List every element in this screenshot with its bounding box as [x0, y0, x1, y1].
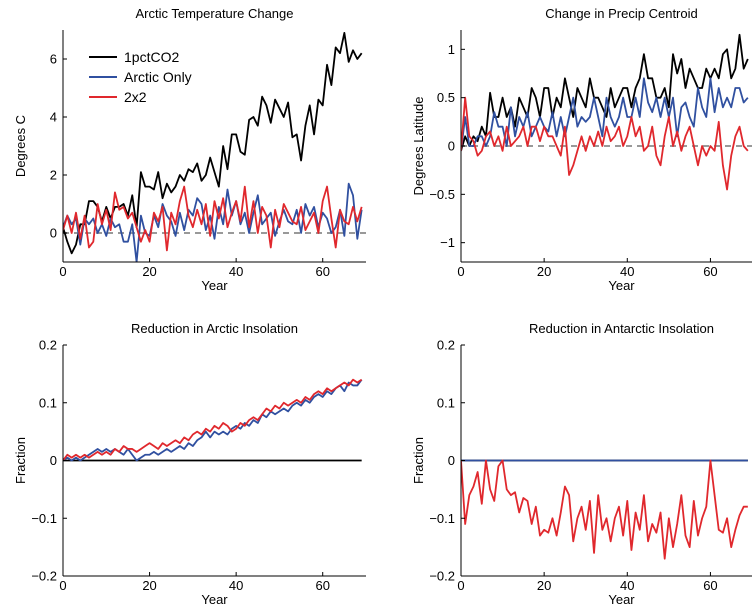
chart-precip-centroid: 0 20 40 60 −1 −0.5 0 0.5 1 Change in Precip Centr… — [411, 6, 752, 293]
x-tick-label: 0 — [59, 578, 66, 593]
x-tick-label: 60 — [315, 264, 329, 279]
y-tick-label: 4 — [50, 110, 57, 125]
legend-entry-2x2: 2x2 — [124, 89, 147, 105]
x-tick-label: 40 — [620, 578, 634, 593]
y-tick-label: 2 — [50, 168, 57, 183]
y-tick-label: 0.2 — [437, 338, 455, 353]
y-axis-label: Fraction — [13, 437, 28, 484]
x-tick-label: 40 — [229, 264, 243, 279]
legend-entry-arctic-only: Arctic Only — [124, 69, 192, 85]
y-axis-label: Fraction — [411, 437, 426, 484]
chart-arctic-insolation: 0 20 40 60 −0.2 −0.1 0 0.1 0.2 Reduction in Arcti… — [13, 321, 366, 607]
y-tick-label: 0 — [50, 453, 57, 468]
series-line-series-3 — [63, 378, 363, 462]
series-line-series-3 — [461, 96, 749, 191]
series-line-2x2 — [63, 185, 363, 252]
y-tick-label: 0.1 — [437, 395, 455, 410]
y-axis-label: Degrees C — [13, 115, 28, 177]
x-tick-label: 0 — [59, 264, 66, 279]
chart-antarctic-insolation: 0 20 40 60 −0.2 −0.1 0 0.1 0.2 Reduction in Antar… — [411, 321, 752, 607]
y-tick-label: −0.1 — [429, 511, 455, 526]
y-tick-label: 6 — [50, 52, 57, 67]
x-tick-label: 40 — [620, 264, 634, 279]
y-tick-label: 0.2 — [39, 338, 57, 353]
x-axis-label: Year — [201, 592, 228, 607]
x-tick-label: 60 — [703, 578, 717, 593]
x-tick-label: 60 — [703, 264, 717, 279]
series-line-series-3 — [461, 459, 748, 560]
legend: 1pctCO2 Arctic Only 2x2 — [89, 49, 192, 105]
x-axis-label: Year — [608, 278, 635, 293]
y-tick-label: −0.5 — [429, 187, 455, 202]
x-tick-label: 0 — [457, 264, 464, 279]
y-tick-label: 0 — [448, 139, 455, 154]
x-axis-label: Year — [608, 592, 635, 607]
y-tick-label: −0.2 — [31, 569, 57, 584]
x-tick-label: 20 — [537, 578, 551, 593]
chart-title: Change in Precip Centroid — [545, 6, 697, 21]
series-line-arctic-only — [63, 182, 363, 262]
y-tick-label: −1 — [440, 235, 455, 250]
x-tick-label: 20 — [142, 264, 156, 279]
chart-title: Arctic Temperature Change — [135, 6, 293, 21]
y-tick-label: 0.5 — [437, 90, 455, 105]
legend-entry-1pctco2: 1pctCO2 — [124, 49, 179, 65]
y-tick-label: −0.1 — [31, 511, 57, 526]
y-tick-label: 0 — [50, 226, 57, 241]
chart-title: Reduction in Antarctic Insolation — [529, 321, 714, 336]
x-axis-label: Year — [201, 278, 228, 293]
series-line-series-2 — [461, 77, 749, 151]
y-tick-label: 0 — [448, 453, 455, 468]
chart-arctic-temperature: 0 20 40 60 0 2 4 6 Arctic Temperature Change Year… — [13, 6, 366, 293]
x-tick-label: 20 — [142, 578, 156, 593]
y-tick-label: −0.2 — [429, 569, 455, 584]
x-tick-label: 60 — [315, 578, 329, 593]
x-tick-label: 0 — [457, 578, 464, 593]
y-tick-label: 1 — [448, 42, 455, 57]
chart-title: Reduction in Arctic Insolation — [131, 321, 298, 336]
x-tick-label: 20 — [537, 264, 551, 279]
y-axis-label: Degrees Latitude — [411, 96, 426, 195]
x-tick-label: 40 — [229, 578, 243, 593]
y-tick-label: 0.1 — [39, 395, 57, 410]
